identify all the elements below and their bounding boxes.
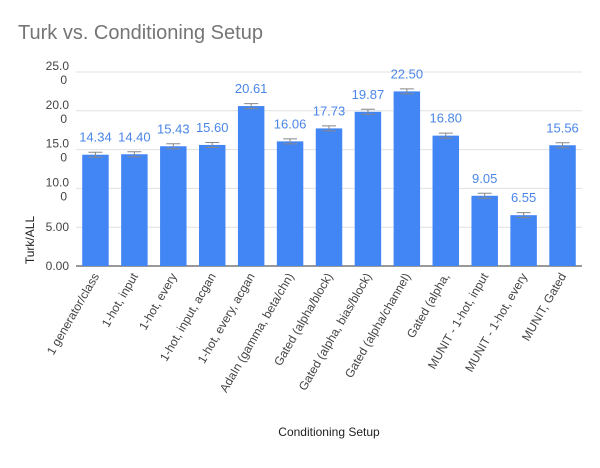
bar	[471, 195, 498, 266]
bar	[549, 145, 576, 266]
error-bar	[166, 143, 181, 150]
data-label: 14.34	[79, 130, 112, 145]
bar	[121, 154, 148, 266]
data-label: 17.73	[313, 103, 346, 118]
error-bar	[322, 125, 336, 132]
y-tick-label: 10.0 0	[46, 175, 70, 203]
error-bars	[88, 88, 570, 219]
bar	[198, 144, 226, 266]
error-bar	[127, 151, 142, 158]
error-bar	[244, 103, 259, 110]
error-bar	[477, 192, 492, 199]
bar	[393, 91, 421, 267]
data-label: 22.50	[391, 66, 424, 81]
bar	[237, 106, 265, 266]
y-tick-label: 15.0 0	[46, 137, 70, 165]
x-tick-label: Gated (alpha, bias/block)	[296, 270, 375, 393]
error-bar	[555, 142, 570, 149]
bar	[354, 111, 382, 266]
data-label: 9.05	[472, 171, 497, 186]
error-bar	[399, 88, 414, 95]
x-tick-label: 1 generator/class	[44, 271, 102, 358]
x-tick-label: AdaIn (gamma, beta/chn)	[217, 270, 297, 394]
bar	[160, 146, 187, 266]
data-label: 6.55	[511, 190, 536, 205]
error-bar	[283, 138, 298, 145]
x-axis-title: Conditioning Setup	[278, 425, 380, 439]
bar	[315, 128, 343, 266]
error-bar	[516, 212, 531, 219]
data-label: 14.40	[118, 129, 151, 144]
data-label: 16.06	[274, 116, 307, 131]
data-label: 19.87	[352, 87, 385, 102]
error-bar	[205, 141, 220, 148]
bars	[82, 91, 576, 267]
x-tick-label: 1-hot, every	[136, 271, 180, 333]
data-label: 15.43	[157, 121, 190, 136]
error-bar	[360, 108, 375, 115]
y-axis-title: Turk/ALL	[23, 216, 37, 265]
error-bar	[88, 151, 103, 158]
y-tick-label: 20.0 0	[46, 98, 70, 126]
bar	[432, 135, 460, 266]
y-tick-labels: 0.00 5.00 10.0 0 15.0 0 20.0 0 25.0 0	[46, 59, 70, 273]
chart-title: Turk vs. Conditioning Setup	[18, 22, 263, 44]
data-labels: 14.34 14.40 15.43 15.60 20.61 16.06 17.73 19.87…	[79, 66, 579, 205]
y-tick-label: 0.00	[46, 259, 70, 273]
data-label: 15.56	[546, 120, 579, 135]
y-tick-label: 5.00	[46, 220, 70, 234]
bar	[276, 141, 304, 266]
y-tick-label: 25.0 0	[46, 59, 70, 87]
error-bar	[438, 132, 453, 139]
data-label: 16.80	[429, 111, 462, 126]
data-label: 20.61	[235, 81, 268, 96]
x-tick-label: 1-hot, input	[99, 270, 141, 330]
data-label: 15.60	[196, 120, 229, 135]
bar	[82, 154, 109, 266]
bar	[510, 215, 537, 266]
